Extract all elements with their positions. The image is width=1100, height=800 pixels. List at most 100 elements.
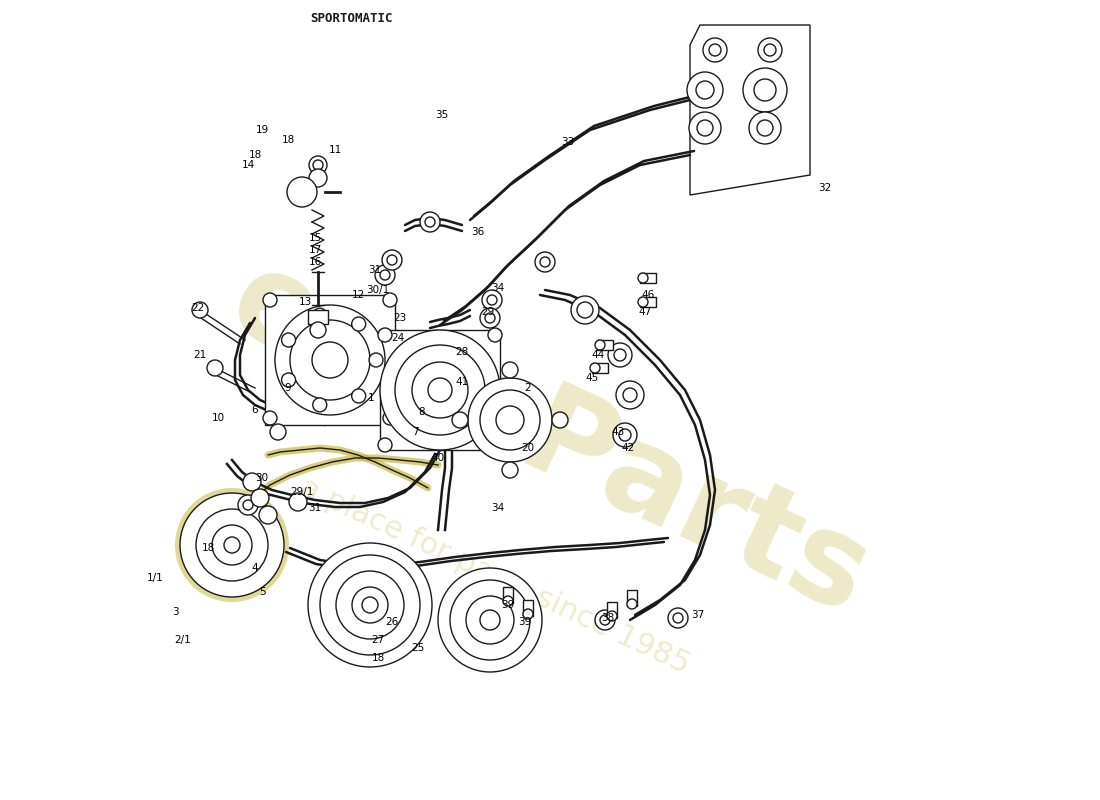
Circle shape xyxy=(627,599,637,609)
Text: 10: 10 xyxy=(211,413,224,423)
Circle shape xyxy=(251,489,270,507)
Circle shape xyxy=(607,611,617,621)
Circle shape xyxy=(578,302,593,318)
Circle shape xyxy=(764,44,776,56)
Circle shape xyxy=(263,411,277,425)
Text: 1: 1 xyxy=(367,393,374,403)
Circle shape xyxy=(312,308,327,322)
Text: 18: 18 xyxy=(372,653,385,663)
Circle shape xyxy=(378,438,392,452)
Circle shape xyxy=(382,250,402,270)
Text: 24: 24 xyxy=(392,333,405,343)
Text: 16: 16 xyxy=(308,257,321,267)
Circle shape xyxy=(238,495,258,515)
Text: 25: 25 xyxy=(411,643,425,653)
Circle shape xyxy=(312,398,327,412)
Circle shape xyxy=(309,169,327,187)
Circle shape xyxy=(480,308,501,328)
Circle shape xyxy=(224,537,240,553)
Bar xyxy=(640,297,656,307)
Bar xyxy=(265,295,395,425)
Text: 29: 29 xyxy=(482,307,495,317)
Circle shape xyxy=(468,378,552,462)
Circle shape xyxy=(352,317,365,331)
Text: 7: 7 xyxy=(411,427,418,437)
Circle shape xyxy=(192,302,208,318)
Circle shape xyxy=(196,509,268,581)
Circle shape xyxy=(613,423,637,447)
Text: 22: 22 xyxy=(191,303,205,313)
Circle shape xyxy=(180,493,284,597)
Bar xyxy=(640,273,656,283)
Circle shape xyxy=(482,290,502,310)
Circle shape xyxy=(450,580,530,660)
Text: SPORTOMATIC: SPORTOMATIC xyxy=(310,12,393,25)
Text: 18: 18 xyxy=(201,543,214,553)
Circle shape xyxy=(378,328,392,342)
Text: 37: 37 xyxy=(692,610,705,620)
Circle shape xyxy=(310,322,326,338)
Text: 36: 36 xyxy=(472,227,485,237)
Circle shape xyxy=(697,120,713,136)
Circle shape xyxy=(466,596,514,644)
Circle shape xyxy=(595,610,615,630)
Circle shape xyxy=(742,68,786,112)
Text: 13: 13 xyxy=(298,297,311,307)
Text: 8: 8 xyxy=(419,407,426,417)
Text: 34: 34 xyxy=(492,283,505,293)
Text: 26: 26 xyxy=(385,617,398,627)
Text: 31: 31 xyxy=(308,503,321,513)
Text: 38: 38 xyxy=(602,613,615,623)
Text: 2/1: 2/1 xyxy=(175,635,191,645)
Circle shape xyxy=(383,293,397,307)
Text: 18: 18 xyxy=(249,150,262,160)
Text: 39: 39 xyxy=(502,600,515,610)
Circle shape xyxy=(754,79,776,101)
Circle shape xyxy=(749,112,781,144)
Circle shape xyxy=(352,389,365,403)
Text: 42: 42 xyxy=(621,443,635,453)
Circle shape xyxy=(243,473,261,491)
Text: 43: 43 xyxy=(612,427,625,437)
Circle shape xyxy=(535,252,556,272)
Circle shape xyxy=(275,305,385,415)
Circle shape xyxy=(270,424,286,440)
Circle shape xyxy=(485,313,495,323)
Text: 11: 11 xyxy=(329,145,342,155)
Circle shape xyxy=(452,412,468,428)
Text: 41: 41 xyxy=(455,377,469,387)
Circle shape xyxy=(243,500,253,510)
Text: 33: 33 xyxy=(561,137,574,147)
Circle shape xyxy=(428,378,452,402)
Circle shape xyxy=(487,295,497,305)
Circle shape xyxy=(757,120,773,136)
Circle shape xyxy=(438,568,542,672)
Polygon shape xyxy=(690,25,810,195)
Text: 39: 39 xyxy=(518,617,531,627)
Circle shape xyxy=(287,177,317,207)
Circle shape xyxy=(571,296,600,324)
Text: 2: 2 xyxy=(525,383,531,393)
Circle shape xyxy=(175,488,289,602)
Bar xyxy=(308,310,328,324)
Circle shape xyxy=(668,608,688,628)
Text: 45: 45 xyxy=(585,373,598,383)
Circle shape xyxy=(309,156,327,174)
Circle shape xyxy=(379,270,390,280)
Text: 9: 9 xyxy=(285,383,292,393)
Text: 15: 15 xyxy=(308,233,321,243)
Circle shape xyxy=(619,429,631,441)
Circle shape xyxy=(312,342,348,378)
Circle shape xyxy=(395,345,485,435)
Circle shape xyxy=(502,362,518,378)
Circle shape xyxy=(383,411,397,425)
Circle shape xyxy=(289,493,307,511)
Circle shape xyxy=(308,543,432,667)
Text: 12: 12 xyxy=(351,290,364,300)
Circle shape xyxy=(375,265,395,285)
Circle shape xyxy=(207,360,223,376)
Text: 3: 3 xyxy=(172,607,178,617)
Text: 31: 31 xyxy=(368,265,382,275)
Text: 20: 20 xyxy=(521,443,535,453)
Bar xyxy=(597,340,613,350)
